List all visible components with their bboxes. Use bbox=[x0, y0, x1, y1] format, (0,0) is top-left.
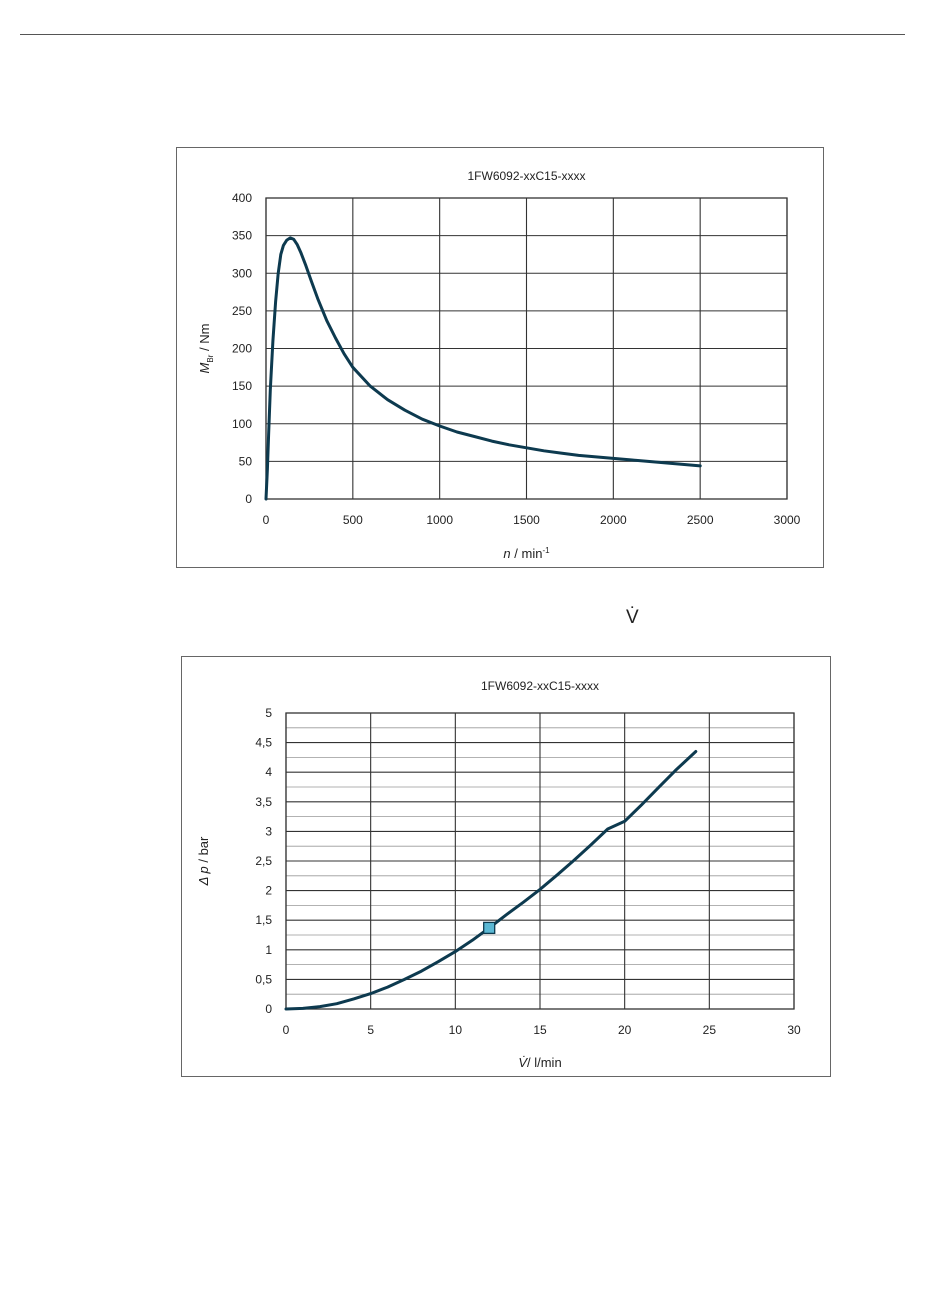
y-tick-label: 400 bbox=[232, 191, 252, 205]
y-tick-label: 50 bbox=[239, 454, 253, 468]
x-tick-label: 30 bbox=[787, 1023, 801, 1037]
x-tick-label: 0 bbox=[283, 1023, 290, 1037]
series-line bbox=[284, 750, 698, 1011]
y-tick-label: 150 bbox=[232, 379, 252, 393]
y-tick-label: 3,5 bbox=[255, 795, 272, 809]
y-tick-label: 4,5 bbox=[255, 736, 272, 750]
y-tick-label: 300 bbox=[232, 266, 252, 280]
x-tick-label: 1000 bbox=[426, 513, 453, 527]
y-tick-label: 0,5 bbox=[255, 972, 272, 986]
plot-area bbox=[265, 197, 788, 500]
x-tick-label: 1500 bbox=[513, 513, 540, 527]
y-tick-label: 3 bbox=[265, 824, 272, 838]
braking-torque-chart-frame: 1FW6092-xxC15-xxxx 0 50 100 150 200 250 300 350 4… bbox=[176, 147, 824, 568]
x-tick-label: 2000 bbox=[600, 513, 627, 527]
braking-torque-chart: 1FW6092-xxC15-xxxx 0 50 100 150 200 250 300 350 4… bbox=[197, 169, 801, 561]
y-tick-label: 200 bbox=[232, 342, 252, 356]
x-tick-label: 25 bbox=[703, 1023, 717, 1037]
pressure-drop-chart-frame: 1FW6092-xxC15-xxxx 0 0,5 1 1,5 2 2,5 3 3,5 4 4,5 5 0… bbox=[181, 656, 831, 1077]
y-tick-label: 2,5 bbox=[255, 854, 272, 868]
x-tick-label: 10 bbox=[449, 1023, 463, 1037]
chart-title: 1FW6092-xxC15-xxxx bbox=[481, 679, 599, 693]
header-rule bbox=[20, 34, 905, 35]
x-tick-label: 2500 bbox=[687, 513, 714, 527]
y-tick-label: 0 bbox=[245, 492, 252, 506]
y-tick-label: 0 bbox=[265, 1002, 272, 1016]
y-axis-label: Δ p / bar bbox=[196, 836, 211, 886]
x-tick-label: 15 bbox=[533, 1023, 547, 1037]
x-tick-label: 5 bbox=[367, 1023, 374, 1037]
flow-rate-symbol: V̇ bbox=[626, 607, 639, 628]
series-line bbox=[264, 236, 702, 501]
x-axis-label: V̇/ l/min bbox=[518, 1055, 561, 1070]
y-tick-label: 2 bbox=[265, 884, 272, 898]
x-tick-label: 20 bbox=[618, 1023, 632, 1037]
x-axis-label: n / min-1 bbox=[503, 546, 550, 561]
y-tick-label: 100 bbox=[232, 417, 252, 431]
y-axis-label: MBr / Nm bbox=[197, 324, 215, 374]
y-tick-label: 250 bbox=[232, 304, 252, 318]
data-point-marker bbox=[483, 921, 496, 935]
pressure-drop-chart: 1FW6092-xxC15-xxxx 0 0,5 1 1,5 2 2,5 3 3,5 4 4,5 5 0… bbox=[196, 679, 801, 1070]
x-tick-label: 3000 bbox=[774, 513, 801, 527]
y-tick-label: 5 bbox=[265, 706, 272, 720]
y-tick-label: 350 bbox=[232, 229, 252, 243]
y-tick-label: 1,5 bbox=[255, 913, 272, 927]
plot-area bbox=[285, 712, 795, 1010]
x-tick-label: 0 bbox=[263, 513, 270, 527]
y-tick-label: 1 bbox=[265, 943, 272, 957]
y-tick-label: 4 bbox=[265, 765, 272, 779]
x-tick-label: 500 bbox=[343, 513, 363, 527]
chart-title: 1FW6092-xxC15-xxxx bbox=[467, 169, 585, 183]
